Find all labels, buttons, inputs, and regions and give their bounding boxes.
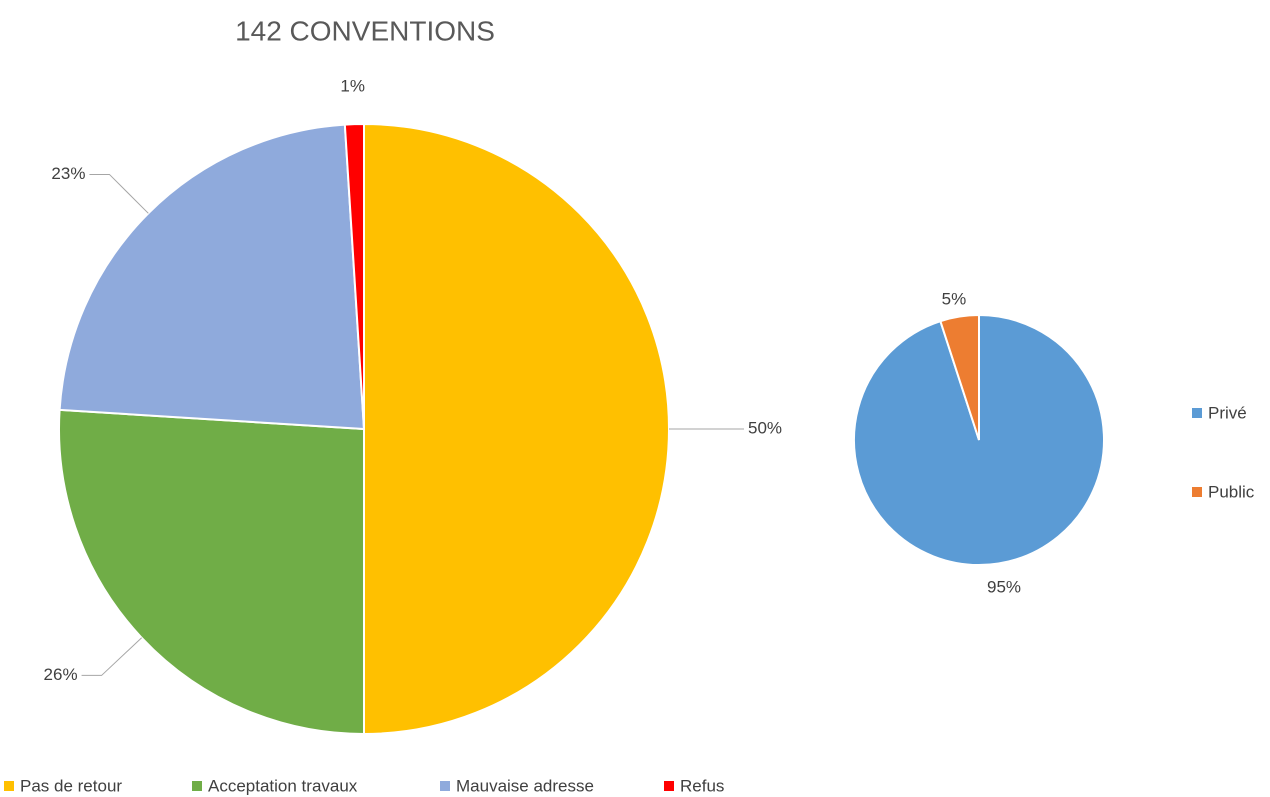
data-label: 26% <box>44 665 78 684</box>
data-label: 23% <box>51 164 85 183</box>
pie-slice <box>58 408 365 736</box>
legend-label: Public <box>1208 482 1255 501</box>
data-label: 50% <box>748 418 782 437</box>
legend-swatch <box>440 781 450 791</box>
data-label: 95% <box>987 578 1021 597</box>
legend-swatch <box>1192 408 1202 418</box>
legend-swatch <box>192 781 202 791</box>
legend-swatch <box>1192 487 1202 497</box>
chart-title: 142 CONVENTIONS <box>235 15 495 46</box>
legend-swatch <box>4 781 14 791</box>
legend-label: Refus <box>680 776 724 795</box>
pie-slice <box>363 122 670 736</box>
leader-line <box>81 637 143 676</box>
pie-slice <box>58 123 366 431</box>
data-label: 5% <box>942 289 967 308</box>
legend-label: Mauvaise adresse <box>456 776 594 795</box>
pie-slice <box>939 313 980 441</box>
data-label: 1% <box>340 77 365 96</box>
pie-slice <box>343 122 365 430</box>
legend-label: Privé <box>1208 403 1247 422</box>
leader-line <box>89 173 149 214</box>
legend-swatch <box>664 781 674 791</box>
legend-label: Pas de retour <box>20 776 122 795</box>
legend-label: Acceptation travaux <box>208 776 358 795</box>
